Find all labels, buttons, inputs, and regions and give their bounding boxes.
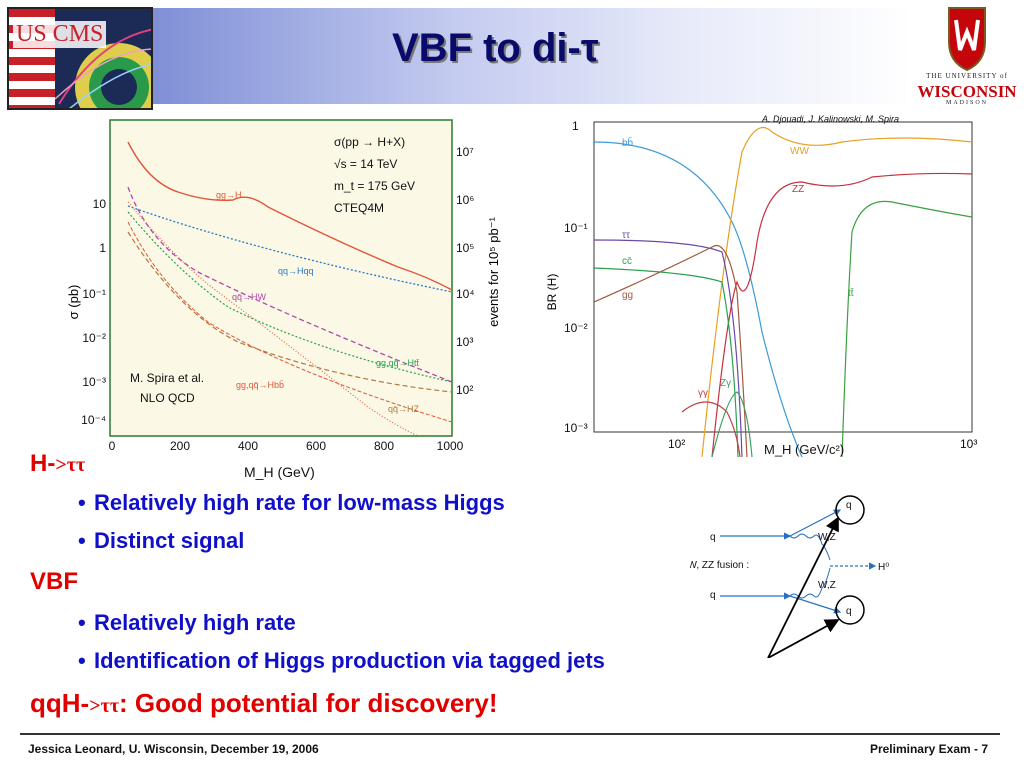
bullet-item: • Distinct signal: [78, 528, 244, 554]
curve-label: qq̄→HW: [232, 292, 267, 302]
slide-header: US CMS VBF to di-τ THE UNIVERSITY of WIS…: [0, 0, 1024, 112]
diagram-q-in-top: q: [710, 532, 716, 543]
br-y-tick: 10⁻¹: [564, 221, 588, 235]
curve-label: gg,qq̄→Hbb̄: [236, 380, 284, 390]
footer-author: Jessica Leonard, U. Wisconsin, December …: [28, 742, 319, 756]
diagram-q-in-bottom: q: [710, 590, 716, 601]
legend-line: σ(pp → H+X): [334, 135, 405, 149]
conclusion-text: : Good potential for discovery!: [119, 688, 498, 718]
x-tick: 800: [374, 439, 394, 453]
bullet-item: • Relatively high rate: [78, 610, 296, 636]
channel-label: bb̄: [622, 136, 634, 149]
uscms-logo-text: US CMS: [13, 21, 107, 48]
channel-label: tt̄: [848, 287, 854, 299]
vbf-feynman-diagram: WW, ZZ fusion : q q q q W,Z W,Z H⁰: [678, 488, 890, 659]
uw-logo: THE UNIVERSITY of WISCONSIN MADISON: [912, 4, 1022, 108]
y2-tick: 10³: [456, 335, 473, 349]
curve-label: gg,qq̄→Htt̄: [376, 358, 420, 368]
y-tick: 10⁻²: [82, 331, 106, 345]
channel-label: gg: [622, 290, 633, 301]
y-axis-label: σ (pb): [66, 285, 81, 320]
title-band: [150, 8, 912, 104]
br-credit: A. Djouadi, J. Kalinowski, M. Spira: [761, 114, 899, 124]
y2-tick: 10⁶: [456, 193, 474, 207]
y2-tick: 10⁵: [456, 241, 474, 255]
legend-line: CTEQ4M: [334, 201, 384, 215]
channel-label: ZZ: [792, 184, 804, 195]
x-axis-label: M_H (GeV): [244, 464, 315, 480]
bullet-text: Relatively high rate: [94, 610, 296, 635]
x-tick: 600: [306, 439, 326, 453]
channel-label: ττ: [622, 230, 630, 241]
diagram-higgs: H⁰: [878, 562, 889, 573]
channel-label: γγ: [698, 388, 708, 399]
footer-divider: [20, 733, 1000, 735]
branching-ratio-plot: A. Djouadi, J. Kalinowski, M. Spira 1 10…: [542, 112, 1024, 458]
uw-line2: WISCONSIN: [917, 82, 1017, 101]
diagram-boson-bottom: W,Z: [818, 580, 836, 591]
bullet-dot-icon: •: [78, 528, 86, 553]
diagram-label: WW, ZZ fusion :: [690, 560, 749, 571]
bullet-dot-icon: •: [78, 648, 86, 673]
uw-line1: THE UNIVERSITY of: [926, 72, 1008, 80]
bullet-text: Relatively high rate for low-mass Higgs: [94, 490, 505, 515]
channel-label: cc̄: [622, 256, 632, 267]
curve-label: gg→H: [216, 190, 242, 200]
br-y-tick: 10⁻²: [564, 321, 588, 335]
footer-page: Preliminary Exam - 7: [869, 742, 988, 756]
x-tick: 400: [238, 439, 258, 453]
diagram-q-out-top: q: [846, 500, 852, 511]
x-tick: 200: [170, 439, 190, 453]
channel-label: WW: [790, 146, 809, 157]
legend-line: √s = 14 TeV: [334, 157, 397, 171]
y2-tick: 10⁷: [456, 145, 474, 159]
x-tick: 0: [109, 439, 116, 453]
y2-tick: 10⁴: [456, 287, 475, 301]
bullet-dot-icon: •: [78, 610, 86, 635]
br-y-tick: 10⁻³: [564, 421, 588, 435]
conclusion-prefix: qqH-: [30, 688, 90, 718]
y-tick: 10⁻³: [82, 375, 106, 389]
heading1-prefix: H-: [30, 450, 56, 477]
y-tick: 1: [99, 241, 106, 255]
channel-label: Zγ: [720, 378, 731, 389]
y2-axis-label: events for 10⁵ pb⁻¹: [486, 216, 501, 326]
slide-title: VBF to di-τ: [392, 26, 599, 70]
br-y-tick: 1: [572, 119, 579, 133]
heading1-symbol: >ττ: [55, 454, 86, 476]
bullet-item: • Relatively high rate for low-mass Higgs: [78, 490, 505, 516]
bullet-text: Distinct signal: [94, 528, 245, 553]
bullet-item: • Identification of Higgs production via …: [78, 648, 605, 674]
curve-label: qq̄→HZ: [388, 404, 420, 414]
conclusion-symbol: >ττ: [89, 695, 120, 717]
bullet-text: Identification of Higgs production via t…: [94, 648, 605, 673]
br-x-tick: 10²: [668, 437, 685, 451]
x-tick: 1000: [437, 439, 464, 453]
curve-label: qq→Hqq: [278, 266, 314, 276]
uw-crest-icon: [948, 7, 986, 72]
y2-tick: 10²: [456, 383, 473, 397]
conclusion: qqH->ττ: Good potential for discovery!: [30, 688, 498, 719]
y-tick: 10⁻¹: [82, 287, 106, 301]
y-tick: 10: [93, 197, 107, 211]
uw-line3: MADISON: [945, 100, 988, 106]
cross-section-plot: 0 200 400 600 800 1000 10 1 10⁻¹ 10⁻² 10…: [58, 112, 504, 480]
diagram-boson-top: W,Z: [818, 532, 836, 543]
legend-line: m_t = 175 GeV: [334, 179, 415, 193]
uscms-logo: US CMS: [7, 7, 153, 110]
br-y-label: BR (H): [545, 274, 559, 311]
heading-vbf: VBF: [30, 568, 78, 595]
credit-line: M. Spira et al.: [130, 371, 204, 385]
credit-line: NLO QCD: [140, 391, 195, 405]
br-x-label: M_H (GeV/c²): [764, 442, 844, 457]
heading-h-tautau: H->ττ: [30, 450, 85, 478]
br-x-tick: 10³: [960, 437, 977, 451]
y-tick: 10⁻⁴: [81, 413, 106, 427]
diagram-q-out-bottom: q: [846, 606, 852, 617]
bullet-dot-icon: •: [78, 490, 86, 515]
